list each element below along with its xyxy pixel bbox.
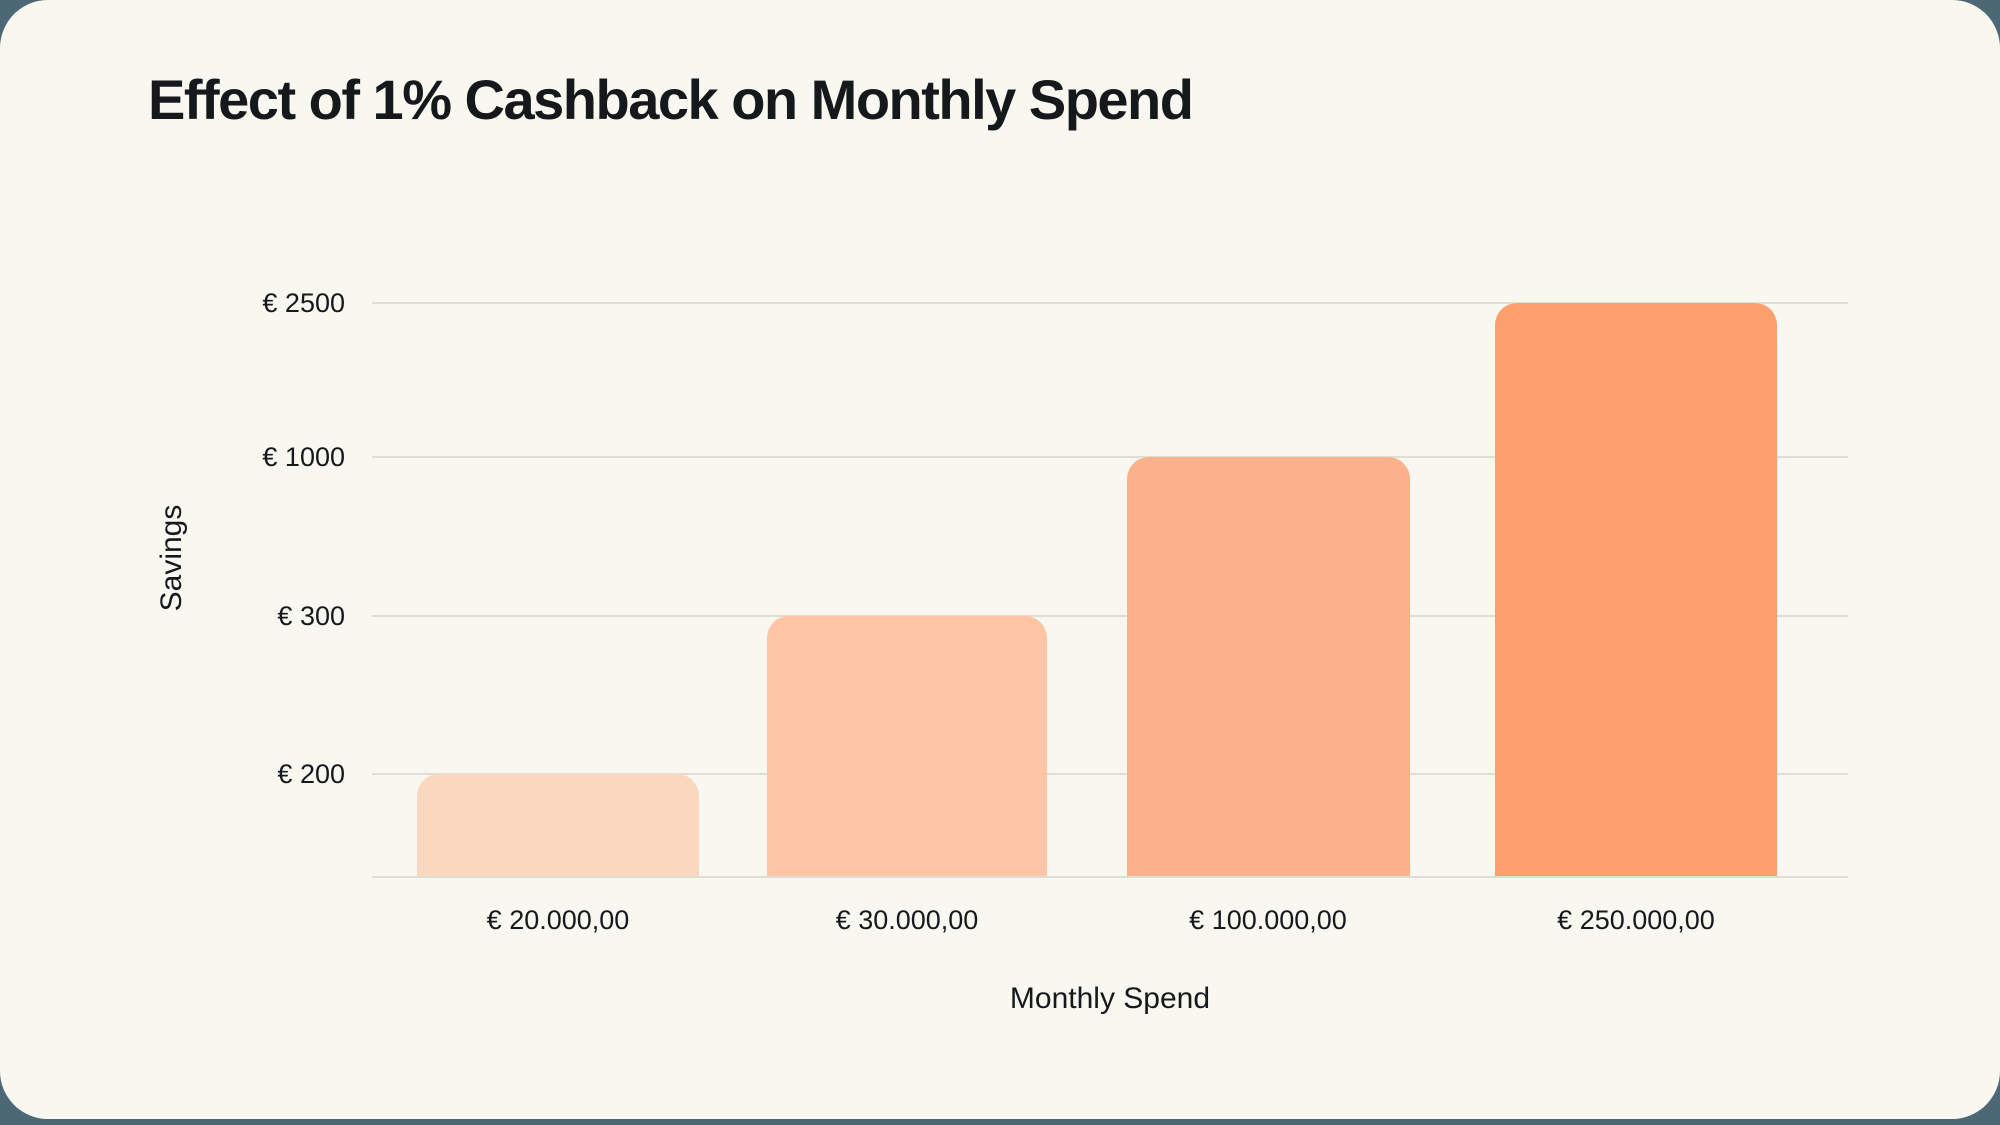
y-tick-200: € 200 — [277, 759, 345, 789]
x-axis-title: Monthly Spend — [1009, 982, 1211, 1015]
x-label-100000: € 100.000,00 — [1189, 905, 1347, 935]
chart-title: Effect of 1% Cashback on Monthly Spend — [148, 68, 1194, 131]
bar-100000 — [1127, 457, 1410, 876]
gridline-300 — [372, 615, 1848, 617]
x-label-250000: € 250.000,00 — [1557, 905, 1715, 935]
x-label-30000: € 30.000,00 — [835, 905, 979, 935]
bar-30000 — [767, 616, 1047, 876]
gridline-2500 — [372, 302, 1848, 304]
gridline-baseline — [372, 876, 1848, 878]
y-tick-300: € 300 — [277, 601, 345, 631]
gridline-200 — [372, 773, 1848, 775]
gridline-1000 — [372, 456, 1848, 458]
y-axis-title: Savings — [155, 504, 188, 612]
x-label-20000: € 20.000,00 — [486, 905, 630, 935]
bar-250000 — [1495, 303, 1777, 876]
y-tick-1000: € 1000 — [262, 442, 345, 472]
bar-20000 — [417, 774, 699, 876]
y-tick-2500: € 2500 — [262, 288, 345, 318]
